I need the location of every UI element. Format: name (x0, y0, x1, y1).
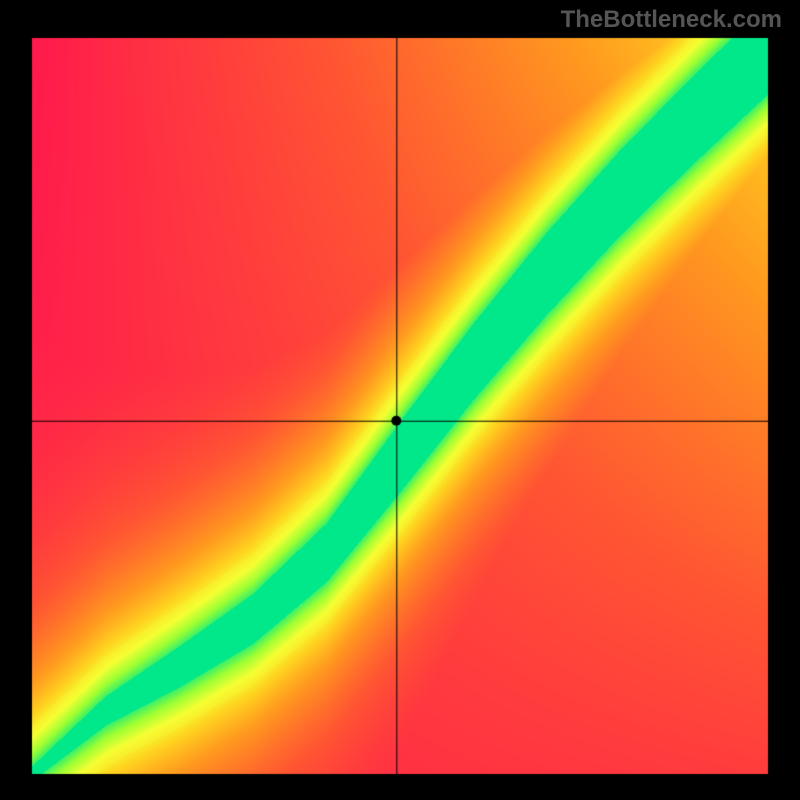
chart-container: TheBottleneck.com (0, 0, 800, 800)
bottleneck-heatmap (0, 0, 800, 800)
watermark-label: TheBottleneck.com (561, 6, 782, 34)
